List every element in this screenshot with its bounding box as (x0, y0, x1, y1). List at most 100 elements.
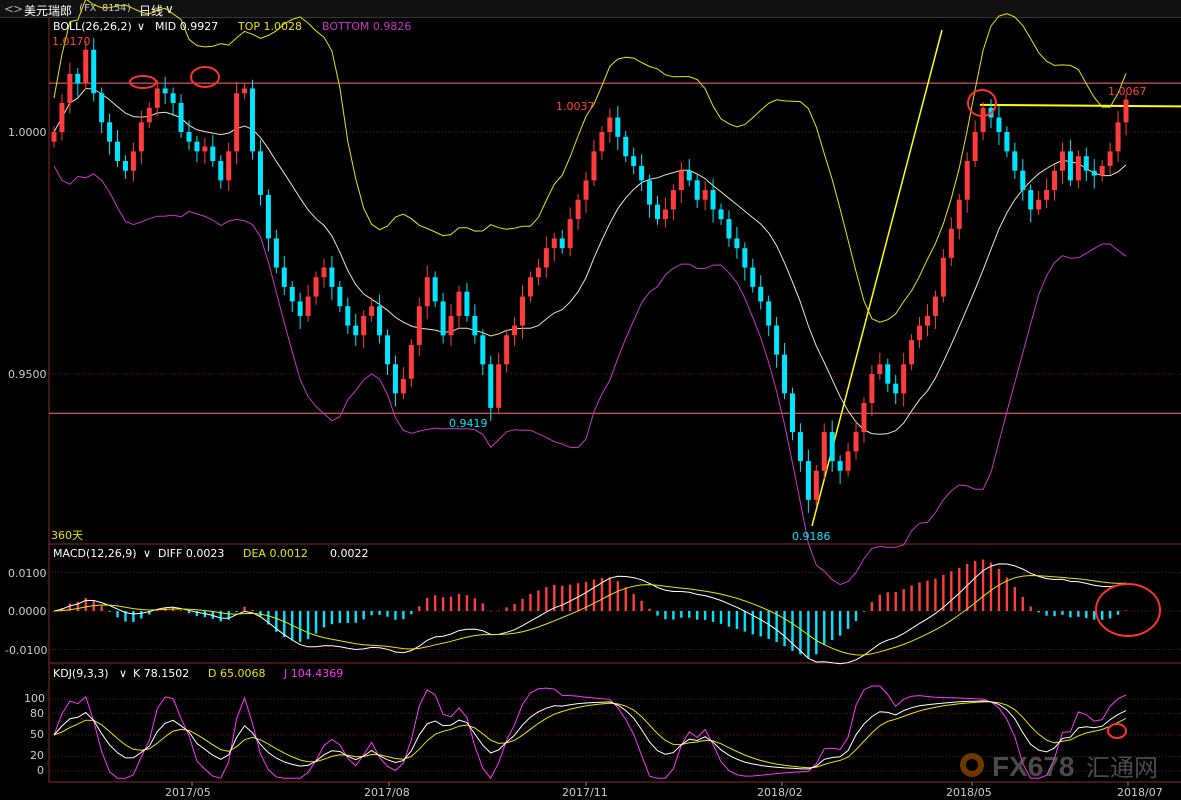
macd-histogram-bar (521, 598, 524, 611)
y-tick-label: 100 (24, 692, 45, 705)
price-annotation-high: 1.0170 (52, 35, 91, 48)
macd-histogram-bar (1069, 611, 1072, 618)
candle-body (424, 277, 430, 307)
candle-body (321, 267, 327, 278)
candle-body (686, 170, 692, 181)
macd-histogram-bar (148, 611, 151, 615)
macd-histogram-bar (942, 574, 945, 611)
macd-histogram-bar (410, 611, 413, 615)
chevron-down-icon[interactable]: ∨ (119, 667, 127, 680)
x-tick-label: 2018/02 (757, 786, 803, 799)
x-tick-label: 2017/08 (364, 786, 410, 799)
macd-histogram-bar (394, 611, 397, 620)
candle-body (305, 296, 311, 316)
macd-histogram-bar (696, 611, 699, 620)
macd-histogram-bar (799, 611, 802, 655)
macd-histogram-bar (775, 611, 778, 643)
candle-body (766, 301, 772, 326)
chevron-down-icon[interactable]: ∨ (143, 547, 151, 560)
candle-body (821, 432, 827, 471)
macd-histogram-bar (52, 611, 56, 612)
candle-body (1091, 170, 1097, 176)
macd-histogram-bar (76, 601, 80, 611)
macd-histogram-bar (441, 597, 445, 611)
candle-body (710, 190, 716, 210)
macd-histogram-bar (227, 611, 230, 620)
macd-histogram-bar (330, 611, 334, 625)
candle-body (718, 209, 724, 220)
candle-body (162, 88, 168, 94)
boll-legend-name: BOLL(26,26,2) (53, 20, 132, 33)
macd-histogram-bar (1100, 611, 1104, 620)
candle-body (496, 364, 502, 408)
candle-body (662, 209, 668, 220)
candle-body (877, 364, 883, 374)
candle-body (909, 340, 915, 365)
macd-histogram-bar (973, 561, 977, 611)
macd-histogram-bar (1021, 596, 1024, 611)
candle-body (75, 73, 81, 84)
candle-body (51, 132, 57, 142)
macd-histogram-bar (211, 611, 215, 619)
macd-histogram-bar (783, 611, 786, 647)
candle-body (250, 88, 256, 152)
kdj-j-value: J 104.4369 (283, 667, 343, 680)
candle-body (1020, 170, 1026, 191)
kdj-k-value: K 78.1502 (133, 667, 189, 680)
macd-histogram-bar (84, 598, 87, 611)
macd-histogram-bar (878, 594, 882, 611)
candle-body (170, 93, 176, 103)
macd-histogram-bar (568, 584, 572, 611)
candle-body (869, 374, 875, 404)
macd-histogram-bar (354, 611, 357, 623)
candle-body (789, 393, 795, 433)
candle-body (273, 238, 279, 268)
candle-body (281, 267, 287, 287)
candle-body (297, 301, 303, 316)
macd-histogram-bar (179, 610, 183, 611)
macd-histogram-bar (815, 611, 818, 655)
candle-body (456, 291, 462, 316)
chevron-down-icon[interactable]: ∨ (165, 2, 174, 16)
macd-histogram-bar (918, 582, 921, 611)
chevron-down-icon[interactable]: ∨ (137, 20, 145, 33)
symbol-name: 美元瑞郎 (24, 4, 73, 18)
macd-histogram-bar (997, 568, 1001, 611)
span-label: 360天 (51, 529, 83, 542)
candle-body (567, 219, 573, 249)
macd-histogram-bar (1029, 606, 1032, 611)
macd-histogram-bar (306, 611, 310, 640)
macd-histogram-bar (640, 600, 643, 611)
macd-histogram-bar (751, 611, 754, 635)
macd-histogram-bar (402, 611, 405, 620)
macd-histogram-bar (418, 606, 421, 611)
candle-body (464, 291, 470, 316)
macd-histogram-bar (378, 611, 381, 615)
forward-arrow-icon[interactable]: > (13, 2, 24, 16)
back-arrow-icon[interactable]: < (4, 2, 15, 16)
y-tick-label: 50 (30, 728, 44, 741)
candle-body (369, 306, 375, 316)
x-tick-label: 2017/05 (165, 786, 211, 799)
candle-body (353, 325, 359, 336)
candle-body (504, 335, 510, 365)
candle-body (631, 156, 637, 166)
candle-body (392, 364, 398, 394)
candle-body (1075, 156, 1081, 181)
macd-histogram-bar (1037, 611, 1040, 613)
macd-histogram-bar (529, 593, 532, 611)
candle-body (615, 117, 621, 137)
macd-histogram-bar (1108, 611, 1112, 619)
kdj-legend-name: KDJ(9,3,3) (53, 667, 109, 680)
x-tick-label: 2018/07 (1117, 786, 1163, 799)
boll-bottom-value: BOTTOM 0.9826 (322, 20, 411, 33)
candle-body (83, 49, 89, 84)
candle-body (996, 117, 1002, 132)
macd-histogram-bar (346, 611, 350, 623)
watermark-brand: FX678 (992, 751, 1075, 782)
period-selector[interactable]: 日线 (139, 4, 164, 18)
candle-body (154, 88, 160, 108)
macd-histogram-bar (838, 611, 842, 636)
candle-body (932, 296, 938, 316)
